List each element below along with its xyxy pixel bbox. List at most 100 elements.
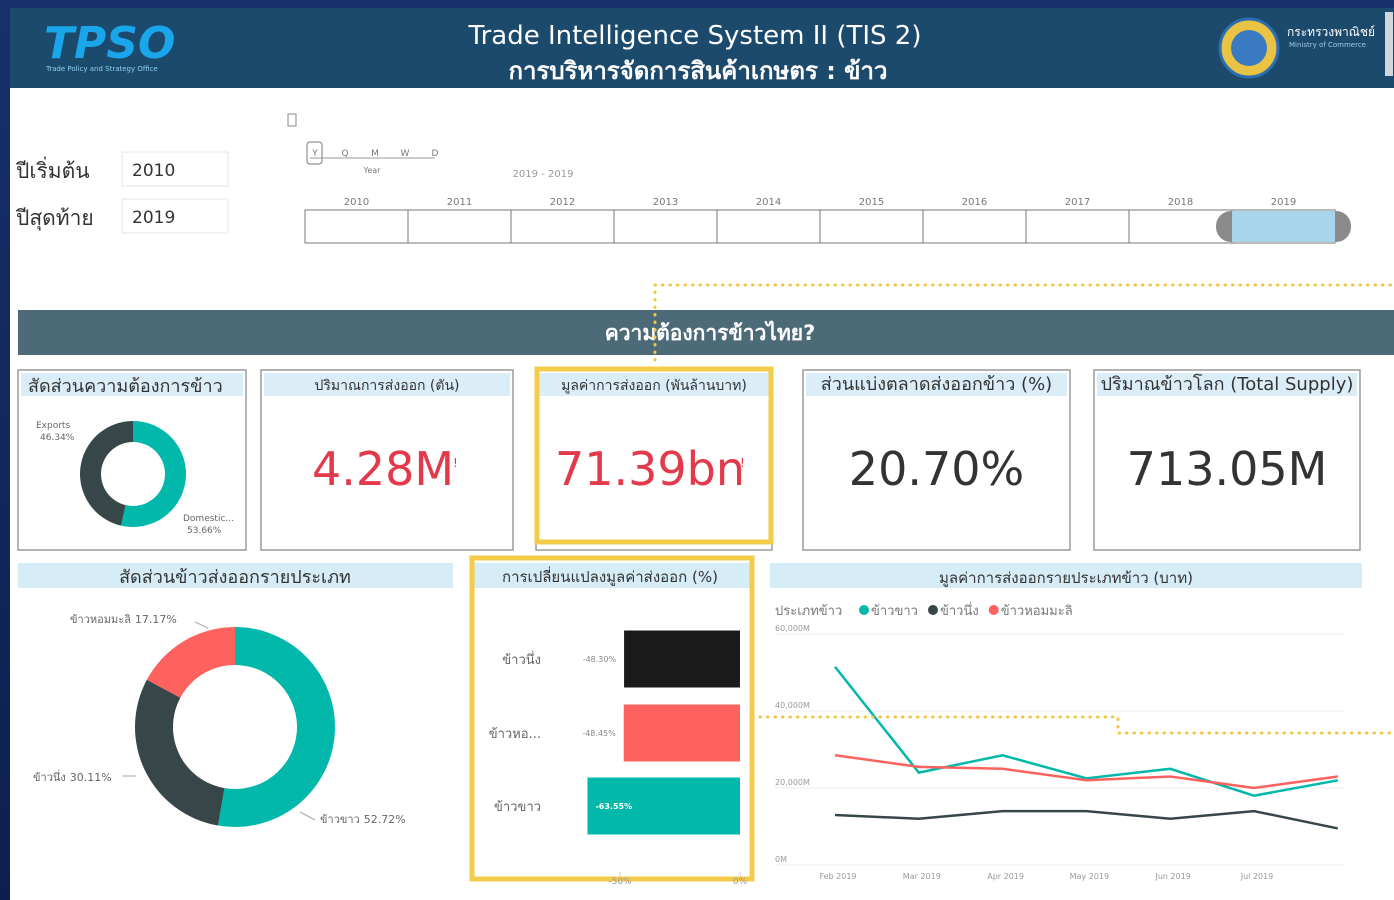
timeline-cell[interactable] [304,209,409,244]
timeline-cell[interactable] [613,209,718,244]
section-banner [18,310,1394,355]
label-category: Exports [36,421,70,431]
timeline-cell[interactable] [407,209,512,244]
timeline-cell[interactable] [716,209,821,244]
chart-title: การเปลี่ยนแปลงมูลค่าส่งออก (%) [502,566,718,586]
granularity-option[interactable]: Q [341,149,348,159]
x-tick-label: 0% [733,877,748,887]
filter-input[interactable] [121,198,229,234]
card-header [21,373,243,396]
timeline-year: 2010 [344,197,369,208]
x-tick-label: Feb 2019 [819,872,856,881]
kpi-title: มูลค่าการส่งออก (พันล้านบาท) [561,378,747,394]
timeline-cell[interactable] [510,209,615,244]
dotted-line [758,715,1394,735]
data-label: ข้าวหอมมะลิ 17.17% [70,613,177,626]
label-category: ข้าวนึ่ง [33,769,66,784]
card-header [1097,373,1357,396]
chart-title: มูลค่าการส่งออกรายประเภทข้าว (บาท) [939,569,1193,587]
subtitle: การบริหารจัดการสินค้าเกษตร : ข้าว [508,57,887,85]
emblem-core [1231,30,1267,66]
x-tick-label: Apr 2019 [987,872,1024,881]
timeline-year: 2016 [962,197,987,208]
kpi-indicator: ! [740,456,745,470]
header-bar [10,8,1394,88]
x-tick-label: -50% [608,877,632,887]
legend-title: ประเภทข้าว [775,604,842,619]
donut-segment [146,627,235,698]
bar [587,777,740,835]
dotted-line [653,283,1394,362]
donut-segment [80,421,133,526]
leader-line [194,621,209,629]
ministry-en: Ministry of Commerce [1289,41,1366,49]
timeline-year: 2019 [1271,197,1296,208]
timeline-year: 2014 [756,197,781,208]
granularity-option[interactable]: D [432,149,439,159]
legend-swatch [927,605,938,615]
legend-swatch [859,605,869,615]
line-series [834,665,1339,797]
filter-icon[interactable] [287,113,297,127]
card-header [264,373,510,396]
timeline-year: 2018 [1168,197,1193,208]
y-tick-label: ข้าวขาว [494,800,541,815]
kpi-value: 713.05M [1127,442,1328,496]
y-tick-label: 0M [775,855,787,864]
chart-header [18,563,453,588]
label-category: Domestic... [183,514,234,524]
line-series [834,809,1339,830]
granularity-option[interactable]: M [371,149,379,159]
timeline-cell[interactable] [1025,209,1130,244]
legend-swatch [988,605,999,615]
data-label: Domestic... 53.66% [183,514,234,536]
label-value: 30.11% [70,771,112,784]
ministry: กระทรวงพาณิชย์ [1287,25,1375,39]
filter-label: ปีสุดท้าย [15,206,93,231]
timeline-cell[interactable] [922,209,1027,244]
data-label: ข้าวขาว 52.72% [320,813,406,826]
filter-label: ปีเริ่มต้น [15,156,89,183]
highlight-box [469,555,755,882]
annotation-lines [653,283,1394,735]
filter-value: 2019 [132,208,175,228]
label-value: 17.17% [135,613,177,626]
filter-value: 2010 [132,161,175,181]
chart-header [770,563,1362,588]
timeline-cell[interactable] [819,209,924,244]
chart-title: สัดส่วนความต้องการข้าว [28,376,223,397]
donut-segment [135,679,225,826]
label-category: ข้าวหอมมะลิ [70,613,131,626]
kpi-card [1093,369,1361,551]
label-value: 46.34% [40,433,75,443]
kpi-title: ส่วนแบ่งตลาดส่งออกข้าว (%) [821,374,1052,395]
kpi-indicator: ! [453,456,458,470]
kpi-title: ปริมาณข้าวโลก (Total Supply) [1101,373,1354,395]
timeline-range: 2019 - 2019 [513,169,574,180]
logo: TPSO [44,18,175,69]
chart-title: สัดส่วนข้าวส่งออกรายประเภท [119,567,351,588]
filter-input[interactable] [121,151,229,187]
bar [623,704,740,762]
data-label: -63.55% [595,802,632,811]
label-category: ข้าวขาว [320,813,360,826]
y-tick-label: ข้าวนึ่ง [502,651,541,668]
card-header [806,373,1067,396]
timeline-selection [1232,211,1335,242]
leader-line [299,811,316,821]
kpi-card [535,369,773,551]
timeline-year: 2011 [447,197,472,208]
granularity-option[interactable]: W [401,149,410,159]
granularity-level: Year [363,166,382,175]
y-tick-label: 20,000M [775,778,810,787]
x-tick-label: Jul 2019 [1240,872,1274,881]
kpi-card [802,369,1071,551]
data-label: -48.30% [583,655,617,664]
x-tick-label: Jun 2019 [1154,872,1190,881]
section-title: ความต้องการข้าวไทย? [605,320,816,345]
legend-entry: ข้าวนึ่ง [940,602,979,619]
chart-header [470,563,750,588]
y-tick-label: ข้าวหอ... [489,727,541,742]
granularity-option[interactable]: Y [311,149,318,159]
